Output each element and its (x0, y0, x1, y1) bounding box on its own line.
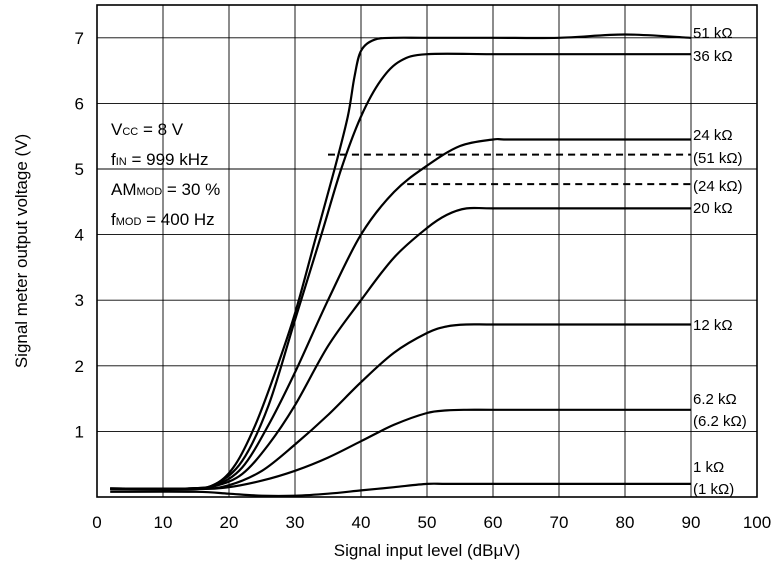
x-tick-label: 20 (220, 513, 239, 532)
series-label: (6.2 kΩ) (693, 413, 747, 430)
series-label: 24 kΩ (693, 127, 733, 144)
x-tick-label: 60 (484, 513, 503, 532)
series-label: (51 kΩ) (693, 150, 743, 167)
series-line-9 (110, 482, 691, 498)
y-tick-label: 5 (75, 160, 84, 179)
conditions-box: VCC = 8 V fIN = 999 kHz AMMOD = 30 % fMOD =… (111, 120, 220, 229)
series-label: 12 kΩ (693, 317, 733, 334)
condition-line: fMOD = 400 Hz (111, 210, 215, 229)
series-label: (24 kΩ) (693, 178, 743, 195)
series-line-2 (110, 137, 691, 490)
y-tick-label: 7 (75, 29, 84, 48)
plot-frame (96, 4, 758, 498)
x-tick-label: 0 (92, 513, 101, 532)
grid (97, 5, 757, 497)
x-tick-label: 70 (550, 513, 569, 532)
series-label: 1 kΩ (693, 459, 724, 476)
y-tick-label: 4 (75, 226, 84, 245)
x-tick-label: 10 (154, 513, 173, 532)
x-tick-labels: 0 10 20 30 40 50 60 70 80 90 100 (92, 513, 771, 532)
x-tick-label: 90 (682, 513, 701, 532)
x-tick-label: 80 (616, 513, 635, 532)
x-tick-label: 100 (743, 513, 771, 532)
condition-line: AMMOD = 30 % (111, 180, 220, 199)
plot-curves (110, 33, 692, 498)
x-axis-title: Signal input level (dBμV) (334, 541, 521, 560)
series-label: 20 kΩ (693, 200, 733, 217)
series-line-6 (110, 323, 691, 491)
x-tick-label: 50 (418, 513, 437, 532)
series-label: 6.2 kΩ (693, 391, 737, 408)
x-tick-label: 40 (352, 513, 371, 532)
y-axis-title: Signal meter output voltage (V) (12, 134, 31, 368)
series-labels: 51 kΩ 36 kΩ 24 kΩ (51 kΩ) (24 kΩ) 20 kΩ 12 kΩ 6… (693, 25, 747, 498)
condition-line: VCC = 8 V (111, 120, 184, 139)
y-tick-label: 1 (75, 422, 84, 441)
series-line-1 (110, 52, 691, 490)
series-label: (1 kΩ) (693, 481, 734, 498)
series-label: 36 kΩ (693, 48, 733, 65)
x-tick-label: 30 (286, 513, 305, 532)
series-line-5 (110, 206, 691, 490)
y-tick-labels: 1 2 3 4 5 6 7 (75, 29, 84, 442)
y-tick-label: 6 (75, 94, 84, 113)
series-label: 51 kΩ (693, 25, 733, 42)
y-tick-label: 2 (75, 357, 84, 376)
y-tick-label: 3 (75, 291, 84, 310)
series-line-7 (110, 408, 691, 491)
series-line-0 (110, 33, 692, 490)
condition-line: fIN = 999 kHz (111, 150, 208, 169)
